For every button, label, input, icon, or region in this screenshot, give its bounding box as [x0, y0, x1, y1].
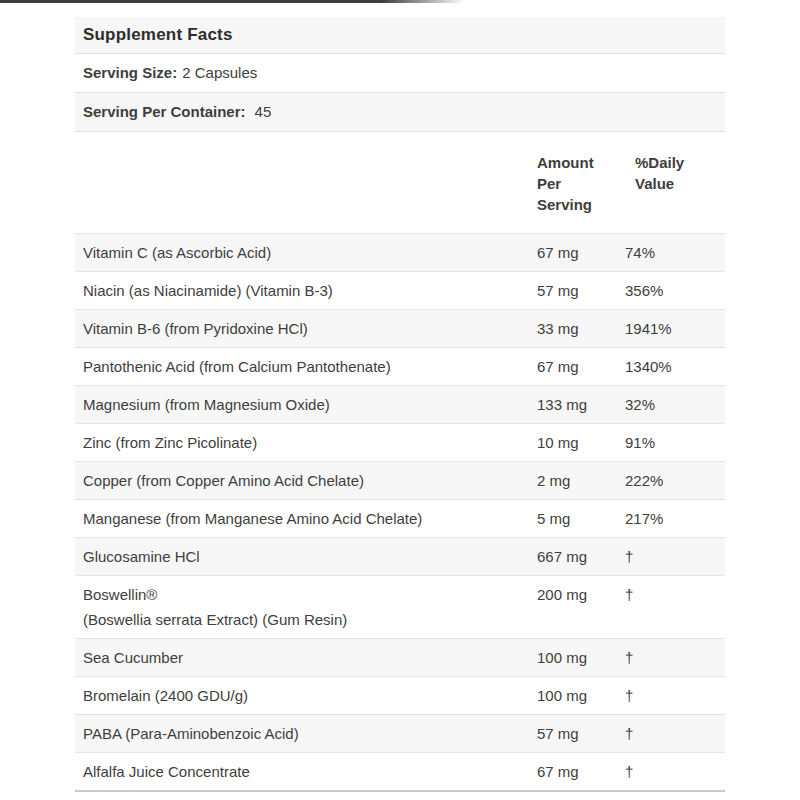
- ingredient-row: Copper (from Copper Amino Acid Chelate) 2…: [75, 462, 725, 500]
- table-header-row: Amount Per Serving %Daily Value: [75, 132, 725, 234]
- ingredient-name-line1: Glucosamine HCl: [83, 548, 200, 565]
- ingredient-name-line1: Copper (from Copper Amino Acid Chelate): [83, 472, 364, 489]
- supplement-facts-panel: Supplement Facts Serving Size: 2 Capsules…: [75, 17, 725, 792]
- ingredient-row: Alfalfa Juice Concentrate 67 mg†: [75, 753, 725, 792]
- ingredient-name-line2: (Boswellia serrata Extract) (Gum Resin): [83, 610, 537, 630]
- ingredient-name: Vitamin B-6 (from Pyridoxine HCl): [75, 310, 537, 347]
- ingredient-name: Bromelain (2400 GDU/g): [75, 677, 537, 714]
- ingredient-daily-value: 222%: [625, 462, 725, 499]
- ingredient-name: Alfalfa Juice Concentrate: [75, 753, 537, 790]
- panel-title: Supplement Facts: [83, 25, 233, 44]
- ingredient-daily-value: 32%: [625, 386, 725, 423]
- ingredient-row: Boswellin® (Boswellia serrata Extract) (G…: [75, 576, 725, 639]
- serving-size-label: Serving Size:: [83, 64, 177, 81]
- ingredient-name-line1: Zinc (from Zinc Picolinate): [83, 434, 257, 451]
- ingredient-daily-value: †: [625, 677, 725, 714]
- ingredient-name: Niacin (as Niacinamide) (Vitamin B-3): [75, 272, 537, 309]
- ingredient-daily-value: 356%: [625, 272, 725, 309]
- ingredient-amount: 133 mg: [537, 386, 625, 423]
- ingredient-name-line1: Vitamin C (as Ascorbic Acid): [83, 244, 271, 261]
- ingredient-amount: 67 mg: [537, 348, 625, 385]
- ingredient-name-line1: Manganese (from Manganese Amino Acid Che…: [83, 510, 422, 527]
- ingredient-daily-value: †: [625, 753, 725, 790]
- header-daily-value-label: %Daily Value: [635, 152, 695, 194]
- ingredient-name: PABA (Para-Aminobenzoic Acid): [75, 715, 537, 752]
- ingredient-daily-value: †: [625, 639, 725, 676]
- ingredient-name-line1: Bromelain (2400 GDU/g): [83, 687, 248, 704]
- ingredient-row: Vitamin C (as Ascorbic Acid) 67 mg74%: [75, 234, 725, 272]
- servings-per-container-label: Serving Per Container:: [83, 103, 246, 120]
- ingredient-rows: Vitamin C (as Ascorbic Acid)67 mg74%Niac…: [75, 234, 725, 792]
- panel-title-row: Supplement Facts: [75, 17, 725, 54]
- ingredient-daily-value: 217%: [625, 500, 725, 537]
- ingredient-amount: 2 mg: [537, 462, 625, 499]
- ingredient-row: Magnesium (from Magnesium Oxide) 133 mg32…: [75, 386, 725, 424]
- ingredient-row: Zinc (from Zinc Picolinate) 10 mg91%: [75, 424, 725, 462]
- ingredient-amount: 67 mg: [537, 234, 625, 271]
- ingredient-name: Zinc (from Zinc Picolinate): [75, 424, 537, 461]
- ingredient-name-line1: Sea Cucumber: [83, 649, 183, 666]
- serving-size-row: Serving Size: 2 Capsules: [75, 54, 725, 93]
- ingredient-amount: 10 mg: [537, 424, 625, 461]
- ingredient-amount: 5 mg: [537, 500, 625, 537]
- ingredient-row: Bromelain (2400 GDU/g) 100 mg†: [75, 677, 725, 715]
- ingredient-row: Pantothenic Acid (from Calcium Pantothen…: [75, 348, 725, 386]
- ingredient-daily-value: †: [625, 715, 725, 752]
- ingredient-name: Manganese (from Manganese Amino Acid Che…: [75, 500, 537, 537]
- ingredient-row: Glucosamine HCl 667 mg†: [75, 538, 725, 576]
- ingredient-name: Sea Cucumber: [75, 639, 537, 676]
- ingredient-row: PABA (Para-Aminobenzoic Acid) 57 mg†: [75, 715, 725, 753]
- ingredient-amount: 57 mg: [537, 715, 625, 752]
- serving-size-value: 2 Capsules: [182, 64, 257, 81]
- ingredient-daily-value: 91%: [625, 424, 725, 461]
- ingredient-row: Manganese (from Manganese Amino Acid Che…: [75, 500, 725, 538]
- ingredient-name-line1: Boswellin®: [83, 586, 157, 603]
- ingredient-amount: 57 mg: [537, 272, 625, 309]
- header-amount-cell: Amount Per Serving: [537, 143, 625, 223]
- ingredient-amount: 67 mg: [537, 753, 625, 790]
- ingredient-name: Glucosamine HCl: [75, 538, 537, 575]
- ingredient-row: Niacin (as Niacinamide) (Vitamin B-3) 57 …: [75, 272, 725, 310]
- header-amount-label: Amount Per Serving: [537, 152, 607, 215]
- ingredient-name-line1: Vitamin B-6 (from Pyridoxine HCl): [83, 320, 308, 337]
- ingredient-daily-value: 1941%: [625, 310, 725, 347]
- ingredient-amount: 100 mg: [537, 639, 625, 676]
- ingredient-daily-value: †: [625, 538, 725, 575]
- ingredient-row: Sea Cucumber 100 mg†: [75, 639, 725, 677]
- servings-per-container-value: 45: [255, 103, 272, 120]
- ingredient-amount: 33 mg: [537, 310, 625, 347]
- ingredient-name: Boswellin® (Boswellia serrata Extract) (G…: [75, 576, 537, 638]
- ingredient-name-line1: Pantothenic Acid (from Calcium Pantothen…: [83, 358, 391, 375]
- ingredient-name: Vitamin C (as Ascorbic Acid): [75, 234, 537, 271]
- ingredient-daily-value: 1340%: [625, 348, 725, 385]
- ingredient-daily-value: †: [625, 576, 725, 638]
- ingredient-name: Pantothenic Acid (from Calcium Pantothen…: [75, 348, 537, 385]
- ingredient-name-line1: Niacin (as Niacinamide) (Vitamin B-3): [83, 282, 333, 299]
- ingredient-amount: 667 mg: [537, 538, 625, 575]
- ingredient-amount: 200 mg: [537, 576, 625, 638]
- ingredient-row: Vitamin B-6 (from Pyridoxine HCl) 33 mg19…: [75, 310, 725, 348]
- servings-per-container-row: Serving Per Container: 45: [75, 93, 725, 132]
- header-daily-value-cell: %Daily Value: [625, 143, 725, 223]
- header-ingredient-spacer: [75, 143, 537, 223]
- ingredient-daily-value: 74%: [625, 234, 725, 271]
- ingredient-name: Magnesium (from Magnesium Oxide): [75, 386, 537, 423]
- top-border-line: [0, 0, 465, 3]
- ingredient-amount: 100 mg: [537, 677, 625, 714]
- ingredient-name-line1: Alfalfa Juice Concentrate: [83, 763, 250, 780]
- ingredient-name-line1: Magnesium (from Magnesium Oxide): [83, 396, 330, 413]
- ingredient-name-line1: PABA (Para-Aminobenzoic Acid): [83, 725, 299, 742]
- ingredient-name: Copper (from Copper Amino Acid Chelate): [75, 462, 537, 499]
